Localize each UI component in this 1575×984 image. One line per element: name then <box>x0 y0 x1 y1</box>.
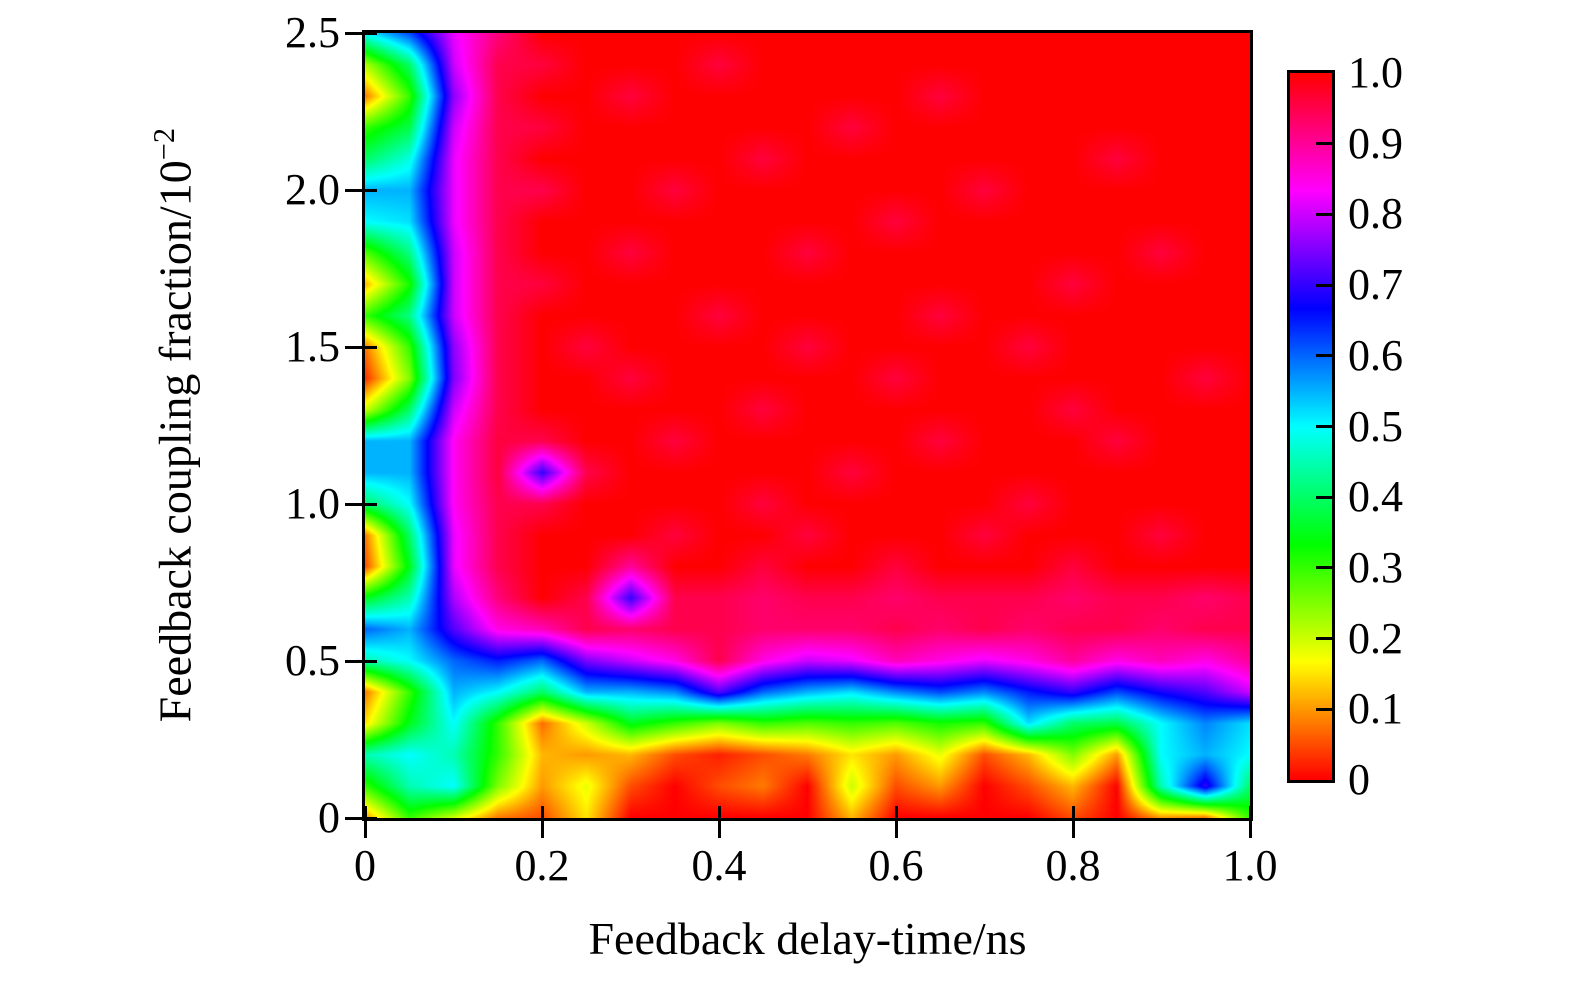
x-tick-label: 0.4 <box>691 841 747 890</box>
colorbar-tick-label: 0.7 <box>1348 260 1403 310</box>
x-tick-label: 0 <box>354 841 376 890</box>
colorbar-tick-label: 0.3 <box>1348 542 1403 592</box>
x-tick-mark <box>540 806 544 838</box>
colorbar-tick-label: 1.0 <box>1348 48 1403 97</box>
y-tick-mark <box>345 188 377 192</box>
colorbar-tick-mark <box>1316 707 1332 711</box>
x-tick-mark <box>1071 806 1075 838</box>
colorbar-tick-mark <box>1316 425 1332 428</box>
x-axis-title: Feedback delay-time/ns <box>588 913 1027 964</box>
y-tick-label: 2.0 <box>285 165 340 214</box>
y-tick-mark <box>345 31 377 35</box>
y-tick-label: 0 <box>318 793 340 842</box>
x-tick-label: 1.0 <box>1222 841 1278 890</box>
y-tick-mark <box>345 502 377 506</box>
y-tick-label: 1.0 <box>285 479 340 528</box>
x-tick-mark <box>1248 806 1252 838</box>
heatmap-canvas <box>365 33 1250 818</box>
y-tick-mark <box>345 345 377 349</box>
colorbar-tick-label: 0.6 <box>1348 330 1403 380</box>
colorbar-tick-label: 0.8 <box>1348 189 1403 239</box>
y-tick-label: 0.5 <box>285 636 340 685</box>
colorbar-tick-label: 0.1 <box>1348 684 1403 734</box>
x-tick-label: 0.8 <box>1045 841 1101 890</box>
y-tick-mark <box>345 816 377 820</box>
colorbar-tick-mark <box>1316 283 1332 287</box>
x-tick-mark <box>363 806 367 838</box>
x-tick-label: 0.2 <box>514 841 570 890</box>
colorbar-tick-mark <box>1316 354 1332 358</box>
x-tick-mark <box>717 806 721 838</box>
colorbar-tick-mark <box>1316 142 1332 146</box>
colorbar-tick-mark <box>1316 566 1332 570</box>
y-tick-label: 2.5 <box>285 8 340 57</box>
y-tick-label: 1.5 <box>285 322 340 371</box>
y-tick-mark <box>345 659 377 663</box>
colorbar-tick-label: 0.9 <box>1348 118 1403 168</box>
colorbar-tick-mark <box>1316 495 1332 499</box>
colorbar-tick-label: 0.4 <box>1348 472 1403 522</box>
x-tick-mark <box>894 806 898 838</box>
y-axis-title-exponent: −2 <box>146 128 181 161</box>
colorbar-tick-label: 0.2 <box>1348 613 1403 663</box>
x-tick-label: 0.6 <box>868 841 924 890</box>
colorbar-tick-mark <box>1316 212 1332 216</box>
colorbar-tick-label: 0 <box>1348 755 1370 804</box>
colorbar-tick-mark <box>1316 637 1332 641</box>
y-axis-title: Feedback coupling fraction/10−2 <box>128 33 220 818</box>
colorbar-tick-label: 0.5 <box>1348 401 1403 451</box>
